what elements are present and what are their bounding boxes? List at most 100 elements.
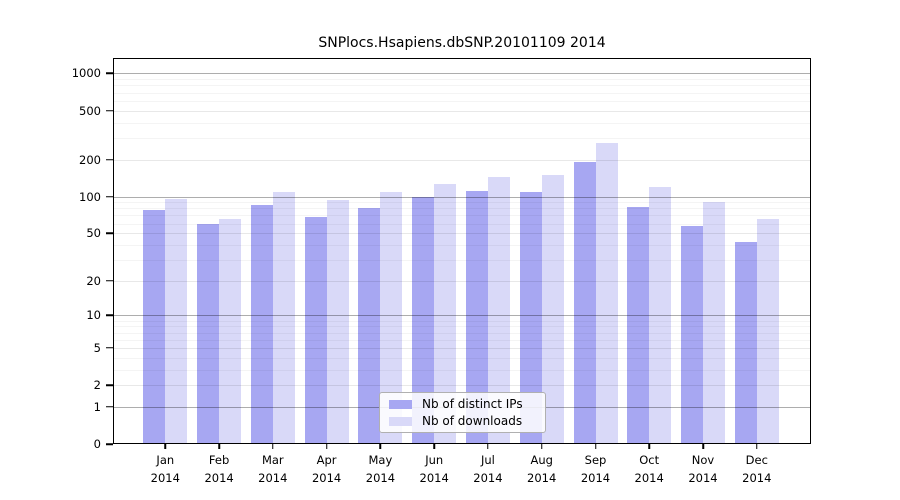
gridline-y-100 xyxy=(113,196,811,198)
legend: Nb of distinct IPs Nb of downloads xyxy=(379,392,546,433)
y-tick-label-200: 200 xyxy=(79,152,101,167)
bar-nb-of-distinct-ips-oct xyxy=(627,207,650,444)
x-tick-label-oct: Oct 2014 xyxy=(635,452,664,487)
x-tick-label-sep: Sep 2014 xyxy=(581,452,610,487)
x-label-year: 2014 xyxy=(365,470,396,485)
x-label-month: Dec xyxy=(745,453,768,467)
x-label-month: Jun xyxy=(425,453,444,467)
bar-nb-of-distinct-ips-dec xyxy=(734,242,757,444)
legend-swatch-distinct-ips xyxy=(389,399,412,409)
x-tick-label-feb: Feb 2014 xyxy=(204,452,233,487)
x-tick-label-mar: Mar 2014 xyxy=(258,452,287,487)
bar-nb-of-downloads-dec xyxy=(756,218,779,444)
y-tick-label-0: 0 xyxy=(93,437,101,451)
bar-nb-of-downloads-oct xyxy=(649,186,672,444)
x-label-year: 2014 xyxy=(688,470,718,485)
x-tick-label-apr: Apr 2014 xyxy=(312,452,341,487)
x-tickmark-jun xyxy=(433,444,435,449)
bar-nb-of-distinct-ips-jul xyxy=(465,191,488,444)
bar-nb-of-downloads-feb xyxy=(219,218,242,444)
x-label-year: 2014 xyxy=(311,470,342,485)
x-label-month: Aug xyxy=(530,453,553,467)
bar-nb-of-downloads-may xyxy=(380,192,403,444)
y-tickmark-10 xyxy=(106,314,113,317)
x-label-month: Apr xyxy=(316,453,337,467)
x-tickmark-jul xyxy=(487,444,489,449)
y-tick-label-1000: 1000 xyxy=(71,66,101,81)
y-tick-label-50: 50 xyxy=(86,226,101,241)
x-tickmark-dec xyxy=(756,444,758,449)
gridline-y-500 xyxy=(113,110,811,112)
x-tickmark-may xyxy=(379,444,382,449)
minor-gridline-y-700 xyxy=(113,92,811,94)
bar-nb-of-downloads-jul xyxy=(487,176,510,444)
x-tick-label-aug: Aug 2014 xyxy=(527,452,556,487)
minor-gridline-y-900 xyxy=(113,79,811,81)
y-tickmark-500 xyxy=(106,109,113,112)
bar-nb-of-distinct-ips-sep xyxy=(573,162,596,444)
x-tick-label-jul: Jul 2014 xyxy=(473,452,502,487)
x-tickmark-oct xyxy=(648,444,650,449)
x-label-year: 2014 xyxy=(258,470,288,485)
y-tickmark-50 xyxy=(106,232,113,234)
y-tickmark-5 xyxy=(106,347,113,349)
bar-nb-of-downloads-apr xyxy=(326,200,349,444)
x-label-year: 2014 xyxy=(150,470,180,485)
chart-title: SNPlocs.Hsapiens.dbSNP.20101109 2014 xyxy=(318,35,606,51)
x-tick-label-jun: Jun 2014 xyxy=(420,452,449,487)
bar-nb-of-distinct-ips-aug xyxy=(519,192,542,444)
bar-nb-of-distinct-ips-nov xyxy=(681,226,703,444)
bar-nb-of-distinct-ips-mar xyxy=(250,205,273,444)
y-tickmark-200 xyxy=(106,158,113,161)
x-label-year: 2014 xyxy=(580,470,611,485)
bar-nb-of-downloads-jun xyxy=(434,183,457,444)
x-tickmark-feb xyxy=(218,444,220,449)
legend-item-distinct-ips: Nb of distinct IPs xyxy=(389,397,545,411)
y-tick-label-1: 1 xyxy=(93,399,101,414)
legend-item-downloads: Nb of downloads xyxy=(389,414,545,428)
x-tickmark-jan xyxy=(164,444,167,449)
x-label-month: Feb xyxy=(208,453,230,467)
y-tick-label-2: 2 xyxy=(93,378,101,393)
y-tickmark-0 xyxy=(106,443,113,445)
bar-nb-of-downloads-aug xyxy=(541,174,564,444)
gridline-y-200 xyxy=(113,159,811,161)
x-tick-label-dec: Dec 2014 xyxy=(742,452,771,487)
legend-label-distinct-ips: Nb of distinct IPs xyxy=(422,397,523,411)
bar-nb-of-distinct-ips-feb xyxy=(197,224,220,444)
gridline-y-1000 xyxy=(113,73,811,75)
y-tick-label-20: 20 xyxy=(86,273,101,288)
bar-nb-of-distinct-ips-jan xyxy=(143,209,166,444)
y-tick-label-100: 100 xyxy=(79,189,101,204)
x-label-year: 2014 xyxy=(473,470,503,485)
legend-swatch-downloads xyxy=(389,416,412,426)
y-tick-label-5: 5 xyxy=(93,340,101,355)
x-label-month: Sep xyxy=(584,453,607,467)
minor-gridline-y-400 xyxy=(113,122,811,124)
x-label-year: 2014 xyxy=(419,470,449,485)
bar-nb-of-distinct-ips-may xyxy=(358,208,381,444)
x-tick-label-nov: Nov 2014 xyxy=(688,452,717,487)
x-label-month: May xyxy=(368,453,393,467)
x-label-month: Jul xyxy=(480,453,495,467)
x-tickmark-aug xyxy=(540,444,543,449)
y-tickmark-100 xyxy=(106,195,113,198)
bar-nb-of-distinct-ips-apr xyxy=(304,216,327,444)
x-tickmark-nov xyxy=(702,444,704,449)
x-tickmark-sep xyxy=(594,444,597,449)
bar-nb-of-downloads-jan xyxy=(165,199,188,444)
x-label-year: 2014 xyxy=(742,470,772,485)
x-tick-label-may: May 2014 xyxy=(366,452,395,487)
x-label-month: Nov xyxy=(691,453,715,467)
x-label-year: 2014 xyxy=(527,470,557,485)
minor-gridline-y-300 xyxy=(113,137,811,139)
bar-nb-of-downloads-nov xyxy=(703,202,725,444)
y-tickmark-2 xyxy=(106,384,113,386)
x-tick-label-jan: Jan 2014 xyxy=(151,452,180,487)
bar-nb-of-downloads-sep xyxy=(595,142,618,444)
bar-nb-of-downloads-mar xyxy=(272,192,295,444)
x-label-month: Oct xyxy=(639,453,660,467)
minor-gridline-y-600 xyxy=(113,100,811,102)
x-label-year: 2014 xyxy=(634,470,664,485)
y-tickmark-1000 xyxy=(106,72,113,75)
